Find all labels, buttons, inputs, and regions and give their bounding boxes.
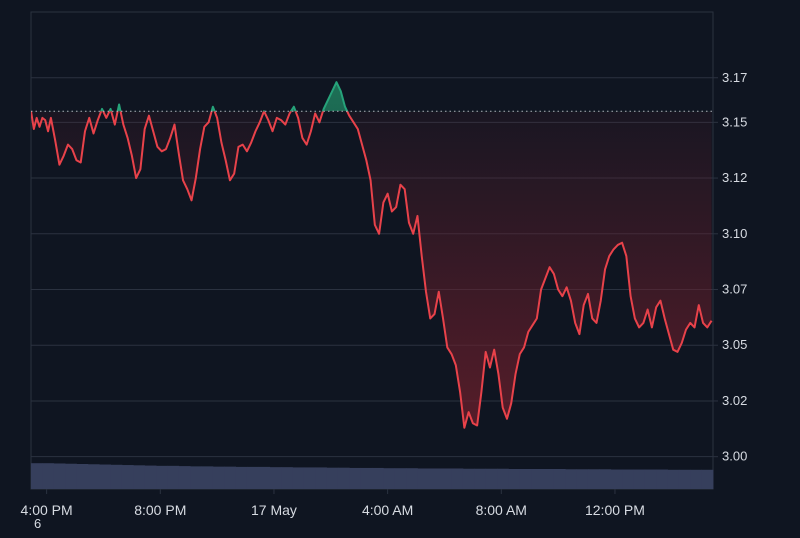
- volume-bars: [31, 463, 714, 489]
- volume-bar: [190, 466, 202, 489]
- y-tick-label: 3.05: [722, 337, 747, 352]
- volume-bar: [269, 467, 282, 489]
- volume-bar: [622, 469, 634, 489]
- volume-bar: [644, 469, 657, 489]
- volume-bar: [144, 465, 157, 489]
- volume-bar: [235, 466, 248, 489]
- y-axis-ticks: 3.17 3.15 3.12 3.10 3.07 3.05 3.02 3.00: [713, 70, 747, 464]
- x-tick-label: 12:00 PM: [585, 502, 645, 518]
- price-line: [31, 81, 713, 429]
- volume-bar: [531, 468, 543, 489]
- volume-bar: [167, 465, 180, 489]
- volume-bar: [349, 467, 362, 489]
- volume-bar: [31, 463, 43, 489]
- volume-bar: [42, 463, 55, 489]
- volume-bar: [87, 464, 100, 489]
- volume-bar: [53, 463, 66, 489]
- volume-bar: [406, 468, 418, 489]
- volume-bar: [474, 468, 487, 489]
- volume-bar: [76, 463, 89, 489]
- price-area: [31, 82, 712, 428]
- volume-bar: [394, 468, 407, 489]
- volume-bar: [587, 469, 600, 489]
- volume-bar: [326, 467, 339, 489]
- volume-bar: [508, 468, 521, 489]
- volume-bar: [315, 467, 327, 489]
- volume-bar: [383, 468, 396, 489]
- volume-bar: [281, 467, 293, 489]
- volume-bar: [599, 469, 612, 489]
- y-tick-label: 3.07: [722, 282, 747, 297]
- volume-bar: [133, 465, 146, 489]
- volume-bar: [417, 468, 430, 489]
- x-tick-label: 8:00 PM: [134, 502, 186, 518]
- volume-bar: [110, 464, 123, 489]
- volume-bar: [690, 469, 703, 489]
- volume-bar: [99, 464, 111, 489]
- price-line-down: [31, 111, 713, 429]
- y-tick-label: 3.12: [722, 170, 747, 185]
- area-below-baseline: [31, 111, 712, 428]
- volume-bar: [428, 468, 441, 489]
- y-tick-label: 3.00: [722, 449, 747, 464]
- volume-bar: [485, 468, 498, 489]
- volume-bar: [258, 466, 271, 489]
- volume-bar: [701, 469, 714, 489]
- volume-bar: [201, 466, 214, 489]
- volume-bar: [246, 466, 259, 489]
- volume-bar: [451, 468, 464, 489]
- volume-bar: [372, 467, 384, 489]
- volume-bar: [633, 469, 646, 489]
- volume-bar: [610, 469, 623, 489]
- x-tick-label: 8:00 AM: [476, 502, 527, 518]
- volume-bar: [678, 469, 691, 489]
- volume-bar: [337, 467, 350, 489]
- y-tick-label: 3.10: [722, 226, 747, 241]
- volume-bar: [542, 468, 555, 489]
- y-tick-label: 3.17: [722, 70, 747, 85]
- volume-bar: [212, 466, 225, 489]
- volume-bar: [303, 467, 316, 489]
- volume-bar: [462, 468, 475, 489]
- volume-bar: [156, 465, 168, 489]
- volume-bar: [553, 468, 566, 489]
- volume-bar: [656, 469, 668, 489]
- volume-bar: [121, 465, 134, 489]
- volume-bar: [565, 469, 577, 489]
- y-tick-label: 3.15: [722, 114, 747, 129]
- volume-bar: [65, 463, 77, 489]
- volume-bar: [292, 467, 305, 489]
- volume-bar: [497, 468, 509, 489]
- x-tick-label: 4:00 AM: [362, 502, 413, 518]
- volume-bar: [519, 468, 532, 489]
- y-tick-label: 3.02: [722, 393, 747, 408]
- corner-label: 6: [34, 516, 42, 531]
- x-axis-ticks: 4:00 PM 8:00 PM 17 May 4:00 AM 8:00 AM 12:00 …: [21, 489, 645, 518]
- x-tick-label: 4:00 PM: [21, 502, 73, 518]
- volume-bar: [224, 466, 236, 489]
- volume-bar: [360, 467, 373, 489]
- volume-bar: [178, 466, 191, 489]
- volume-bar: [440, 468, 452, 489]
- x-tick-label: 17 May: [251, 502, 297, 518]
- volume-bar: [576, 469, 589, 489]
- volume-bar: [667, 469, 680, 489]
